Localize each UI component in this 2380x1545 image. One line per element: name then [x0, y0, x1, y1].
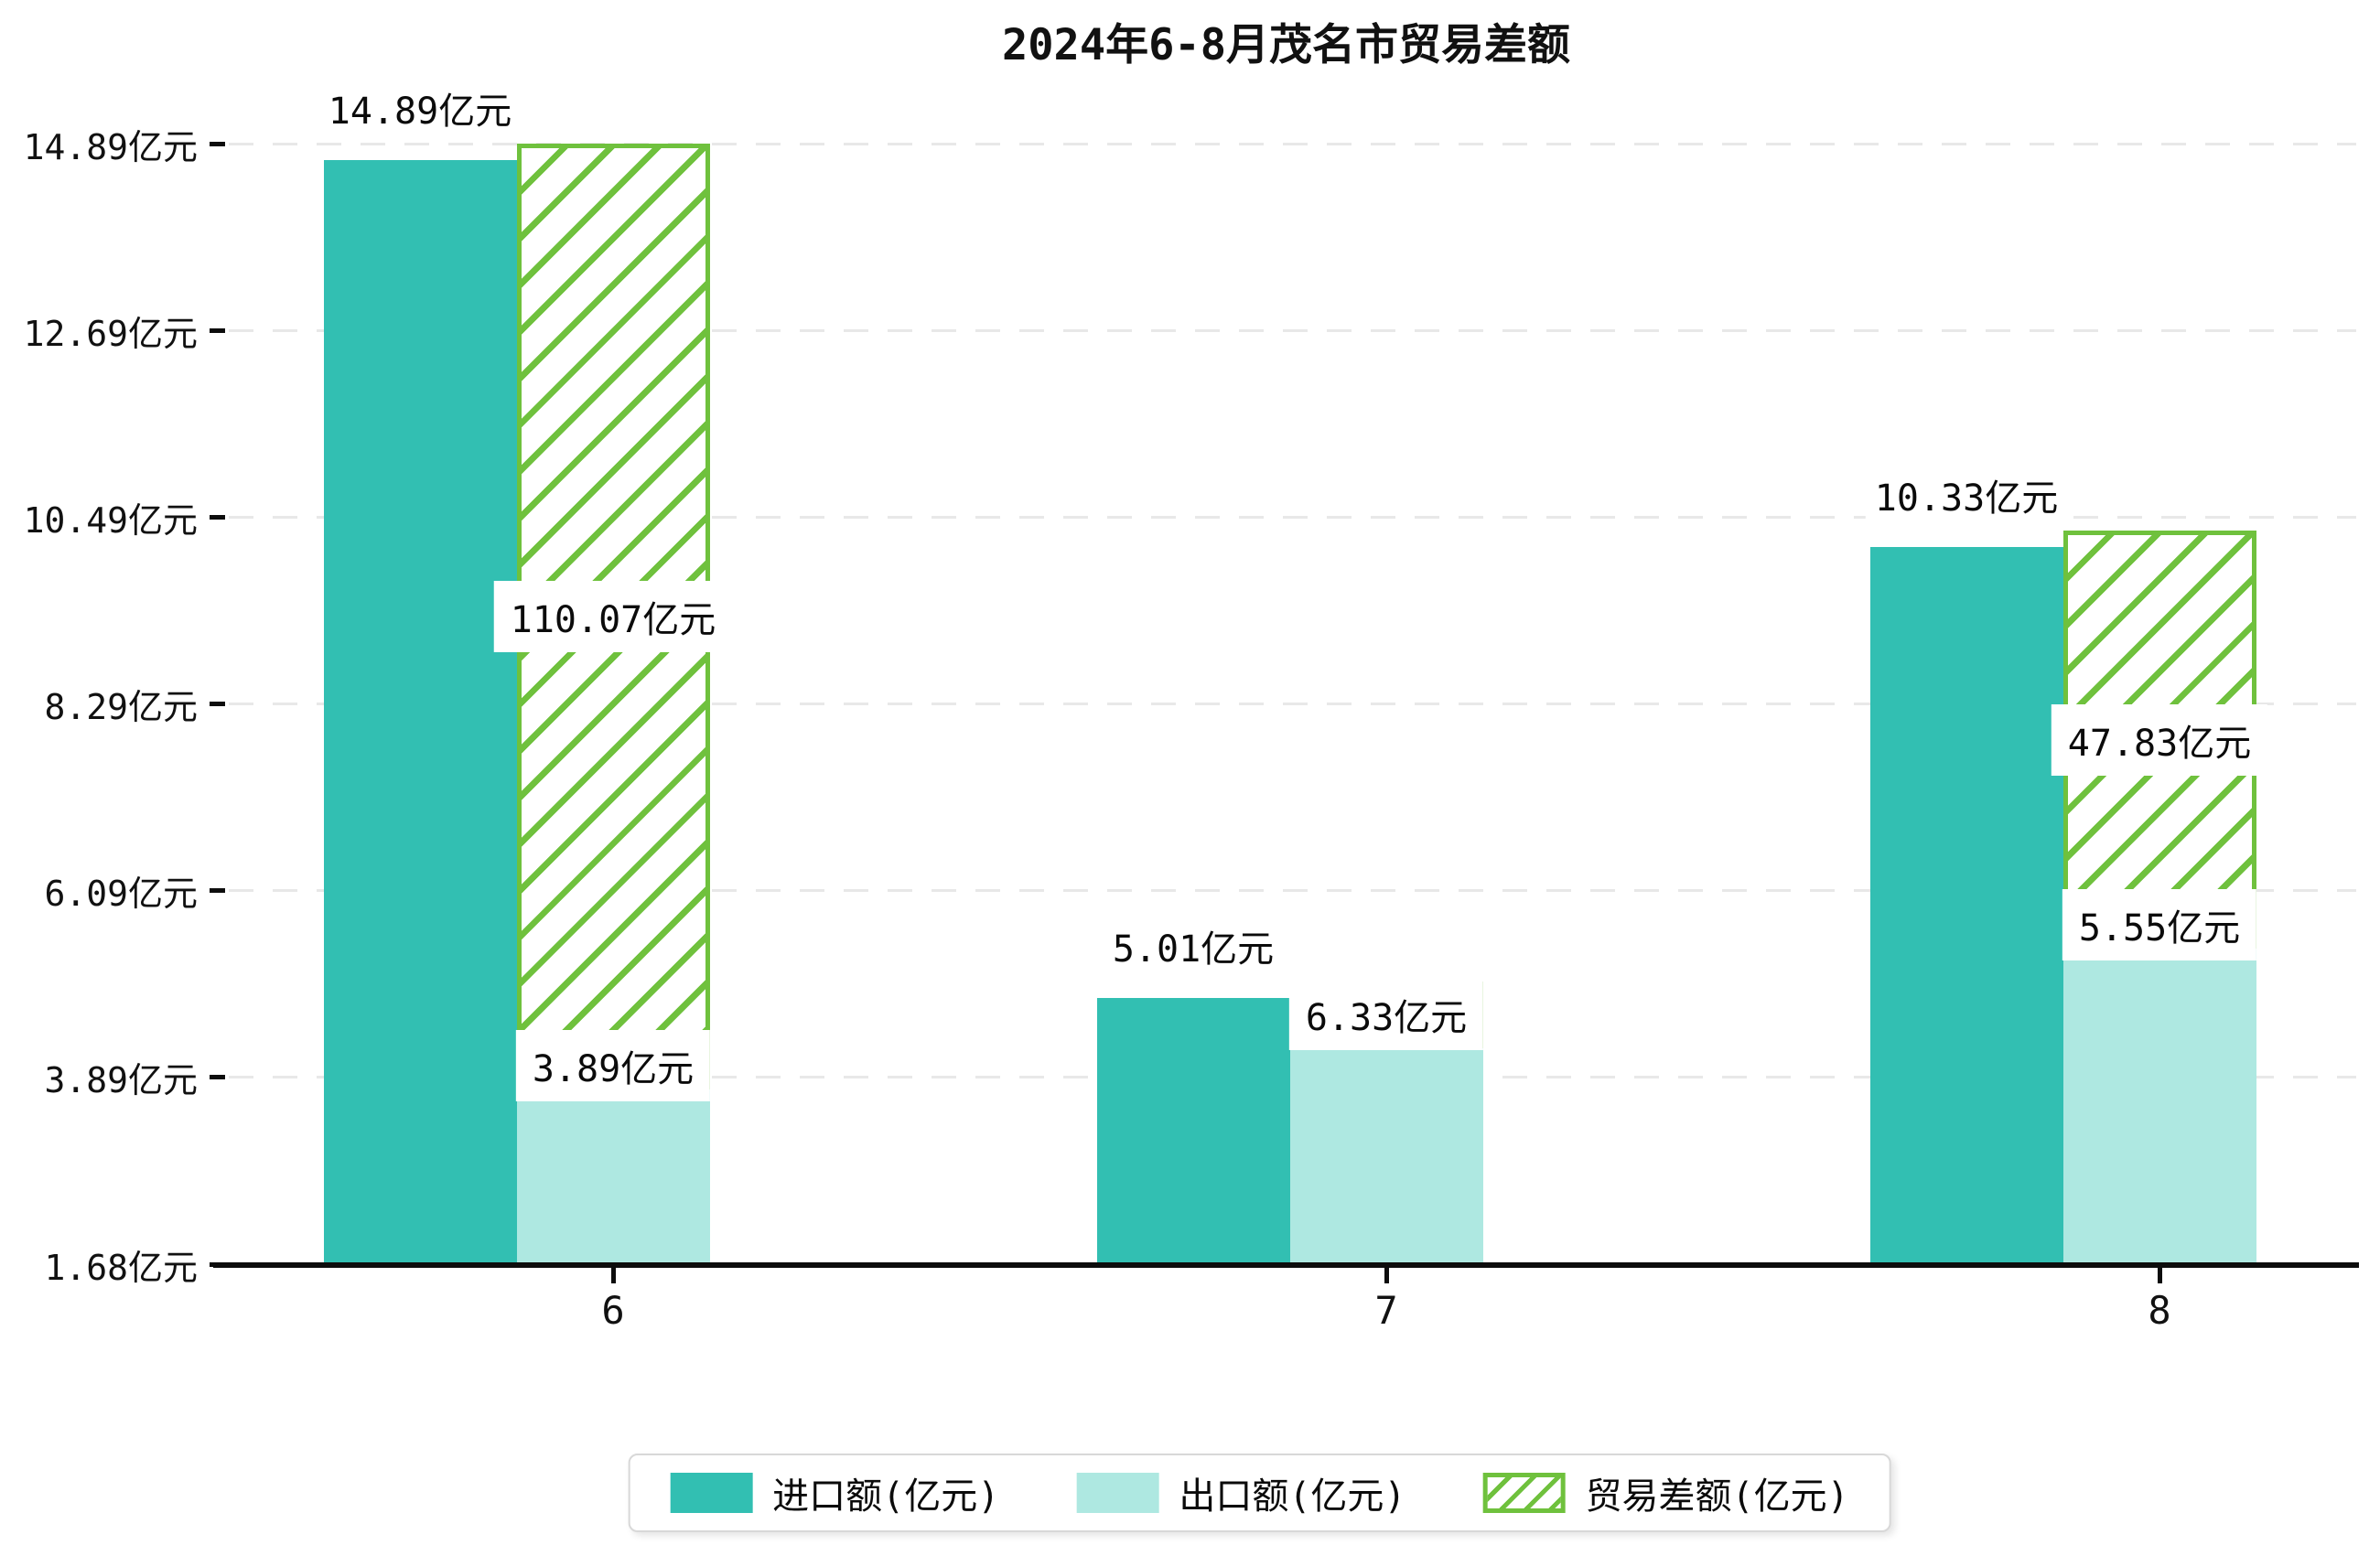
gridline-12.69 [229, 329, 2356, 333]
label-import-7: 5.01亿元 [1103, 917, 1284, 975]
gridline-8.29 [229, 703, 2356, 706]
y-axis-tick-8.29 [210, 702, 225, 707]
bar-export-7 [1289, 1047, 1483, 1264]
bar-export-6 [516, 1089, 710, 1264]
y-axis-tick-6.09 [210, 888, 225, 894]
y-axis-label-12.69: 12.69亿元 [23, 313, 198, 354]
legend-label-balance: 贸易差额(亿元) [1585, 1475, 1849, 1518]
x-axis-line [213, 1262, 2359, 1268]
gridline-14.89 [229, 143, 2356, 146]
x-axis-tick-8 [2158, 1268, 2162, 1283]
bar-export-8 [2062, 949, 2256, 1264]
y-axis-tick-14.89 [210, 142, 225, 147]
bar-import-7 [1096, 998, 1290, 1264]
bar-import-8 [1869, 546, 2063, 1264]
x-axis-label-7: 7 [1374, 1288, 1398, 1333]
x-axis-tick-6 [611, 1268, 616, 1283]
legend-swatch-import [670, 1473, 753, 1513]
legend-swatch-export [1076, 1473, 1159, 1513]
y-axis-tick-3.89 [210, 1075, 225, 1080]
label-balance-6: 110.07亿元 [493, 581, 733, 653]
gridline-6.09 [229, 889, 2356, 893]
gridline-10.49 [229, 516, 2356, 520]
x-axis-label-6: 6 [601, 1288, 625, 1333]
y-axis-tick-10.49 [210, 515, 225, 520]
y-axis-label-3.89: 3.89亿元 [44, 1059, 198, 1100]
legend: 进口额(亿元) 出口额(亿元) 贸易差额(亿元) [628, 1454, 1891, 1532]
bar-import-6 [323, 160, 517, 1264]
x-axis-label-8: 8 [2148, 1288, 2171, 1333]
y-axis-label-14.89: 14.89亿元 [23, 126, 198, 167]
label-export-6: 3.89亿元 [515, 1030, 711, 1102]
legend-item-balance: 贸易差额(亿元) [1482, 1466, 1849, 1519]
legend-item-import: 进口额(亿元) [670, 1466, 999, 1519]
y-axis-label-6.09: 6.09亿元 [44, 873, 198, 914]
x-axis-tick-7 [1384, 1268, 1389, 1283]
y-axis-tick-12.69 [210, 328, 225, 334]
chart-title: 2024年6-8月茂名市贸易差额 [1001, 20, 1571, 70]
legend-label-export: 出口额(亿元) [1179, 1475, 1406, 1518]
label-import-8: 10.33亿元 [1865, 466, 2068, 523]
label-balance-7: 6.33亿元 [1288, 979, 1484, 1051]
label-export-8: 5.55亿元 [2062, 889, 2257, 961]
y-axis-label-1.68: 1.68亿元 [44, 1247, 198, 1288]
y-axis-label-8.29: 8.29亿元 [44, 686, 198, 727]
legend-label-import: 进口额(亿元) [772, 1475, 1000, 1518]
label-balance-8: 47.83亿元 [2051, 703, 2268, 776]
legend-item-export: 出口额(亿元) [1076, 1466, 1406, 1519]
label-import-6: 14.89亿元 [318, 80, 522, 137]
legend-swatch-balance [1482, 1473, 1566, 1513]
y-axis-label-10.49: 10.49亿元 [23, 499, 198, 541]
